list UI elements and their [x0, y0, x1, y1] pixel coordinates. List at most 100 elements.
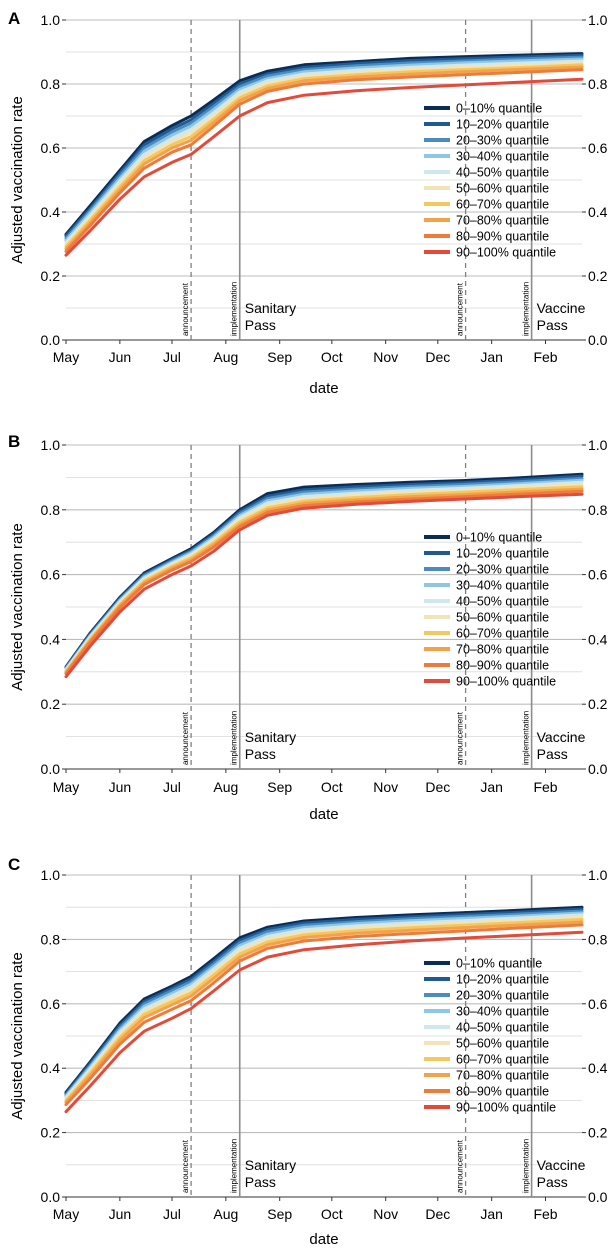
y-axis-title: Adjusted vaccination rate [9, 96, 26, 264]
legend-label: 70–80% quantile [456, 1069, 549, 1083]
x-tick-label: Dec [425, 779, 450, 795]
y-tick-right-label: 0.6 [588, 996, 608, 1012]
legend-label: 90–100% quantile [456, 675, 556, 689]
legend-label: 50–60% quantile [456, 182, 549, 196]
legend-label: 30–40% quantile [456, 150, 549, 164]
y-tick-left-label: 0.4 [41, 631, 61, 647]
y-tick-left-label: 0.6 [41, 996, 61, 1012]
legend-label: 40–50% quantile [456, 166, 549, 180]
legend-label: 80–90% quantile [456, 230, 549, 244]
chart-panel-b: B 0.0 0.2 0.4 0.6 0.8 1.0 0.0 0.2 0.4 0.6 0.8 1.0 May… [8, 432, 608, 823]
y-tick-right-label: 0.6 [588, 567, 608, 583]
x-tick-label: Jan [480, 1206, 503, 1222]
pass-label: Pass [245, 746, 276, 762]
x-tick-label: Jan [480, 779, 503, 795]
pass-label: Pass [245, 1174, 276, 1190]
series-line [64, 923, 584, 1107]
legend-label: 50–60% quantile [456, 1037, 549, 1051]
legend-label: 80–90% quantile [456, 1085, 549, 1099]
x-tick-label: May [53, 1206, 79, 1222]
x-tick-label: Jul [163, 349, 181, 365]
legend-label: 40–50% quantile [456, 1021, 549, 1035]
y-tick-left-label: 0.8 [41, 931, 61, 947]
y-tick-right-label: 0.2 [588, 1125, 608, 1141]
legend-label: 60–70% quantile [456, 1053, 549, 1067]
series-line [64, 905, 584, 1094]
series-line [64, 61, 584, 247]
x-tick-label: Jun [109, 779, 132, 795]
pass-label: Pass [537, 746, 568, 762]
x-tick-label: Jun [109, 349, 132, 365]
y-tick-left-label: 0.2 [41, 696, 61, 712]
pass-label: Vaccine [537, 300, 586, 316]
announcement-label: announcement [181, 1139, 190, 1193]
x-tick-label: Oct [321, 349, 343, 365]
y-tick-right-label: 1.0 [588, 12, 608, 28]
series-line [64, 489, 584, 676]
legend-label: 90–100% quantile [456, 246, 556, 260]
announcement-label: announcement [456, 711, 465, 765]
x-tick-label: Feb [533, 779, 557, 795]
legend-label: 30–40% quantile [456, 579, 549, 593]
series-line [64, 917, 584, 1103]
x-tick-label: Sep [267, 1206, 292, 1222]
x-tick-label: Aug [213, 349, 238, 365]
chart-panel-c: C 0.0 0.2 0.4 0.6 0.8 1.0 0.0 0.2 0.4 0.6 0.8 1.0 May… [8, 855, 608, 1248]
y-tick-right-label: 1.0 [588, 867, 608, 883]
y-tick-right-label: 0.4 [588, 631, 608, 647]
y-axis-title: Adjusted vaccination rate [9, 952, 26, 1120]
legend-label: 90–100% quantile [456, 1101, 556, 1115]
y-tick-right-label: 0.8 [588, 76, 608, 92]
y-tick-left-label: 0.8 [41, 76, 61, 92]
y-tick-left-label: 0.0 [41, 1189, 61, 1205]
announcement-label: announcement [181, 282, 190, 336]
legend-label: 40–50% quantile [456, 595, 549, 609]
announcement-label: announcement [181, 711, 190, 765]
pass-label: Sanitary [245, 300, 296, 316]
y-tick-left-label: 0.6 [41, 567, 61, 583]
y-tick-left-label: 0.6 [41, 140, 61, 156]
pass-label: Sanitary [245, 729, 296, 745]
legend-label: 10–20% quantile [456, 547, 549, 561]
x-axis-title: date [309, 806, 338, 823]
series-line [64, 907, 584, 1096]
y-tick-left-label: 0.0 [41, 332, 61, 348]
y-tick-left-label: 1.0 [41, 867, 61, 883]
implementation-label: implementation [230, 282, 239, 336]
series-line [64, 57, 584, 242]
series-line [64, 911, 584, 1098]
y-tick-left-label: 0.0 [41, 761, 61, 777]
implementation-label: implementation [522, 711, 531, 765]
implementation-label: implementation [230, 1139, 239, 1193]
panel-letter: B [8, 432, 20, 451]
legend-label: 0–10% quantile [456, 102, 542, 116]
y-tick-left-label: 1.0 [41, 12, 61, 28]
y-tick-right-label: 0.0 [588, 332, 608, 348]
series-line [64, 65, 584, 251]
panel-letter: A [8, 9, 20, 28]
pass-label: Vaccine [537, 729, 586, 745]
legend-label: 50–60% quantile [456, 611, 549, 625]
series-line [64, 68, 584, 253]
y-tick-right-label: 0.0 [588, 761, 608, 777]
series-line [64, 77, 584, 257]
series-line [64, 63, 584, 249]
implementation-label: implementation [522, 1139, 531, 1193]
legend-label: 20–30% quantile [456, 989, 549, 1003]
series-line [64, 909, 584, 1097]
series-line [64, 492, 584, 679]
panel-letter: C [8, 855, 20, 874]
x-tick-label: Nov [373, 1206, 398, 1222]
x-tick-label: Dec [425, 349, 450, 365]
x-tick-label: Jun [109, 1206, 132, 1222]
announcement-label: announcement [456, 1139, 465, 1193]
y-tick-left-label: 0.4 [41, 1060, 61, 1076]
x-axis-title: date [309, 1231, 338, 1248]
x-tick-label: Feb [533, 349, 557, 365]
x-tick-label: Jan [480, 349, 503, 365]
series-line [64, 930, 584, 1114]
x-tick-label: Nov [373, 779, 398, 795]
y-tick-left-label: 0.4 [41, 204, 61, 220]
legend-label: 80–90% quantile [456, 659, 549, 673]
y-tick-right-label: 0.0 [588, 1189, 608, 1205]
